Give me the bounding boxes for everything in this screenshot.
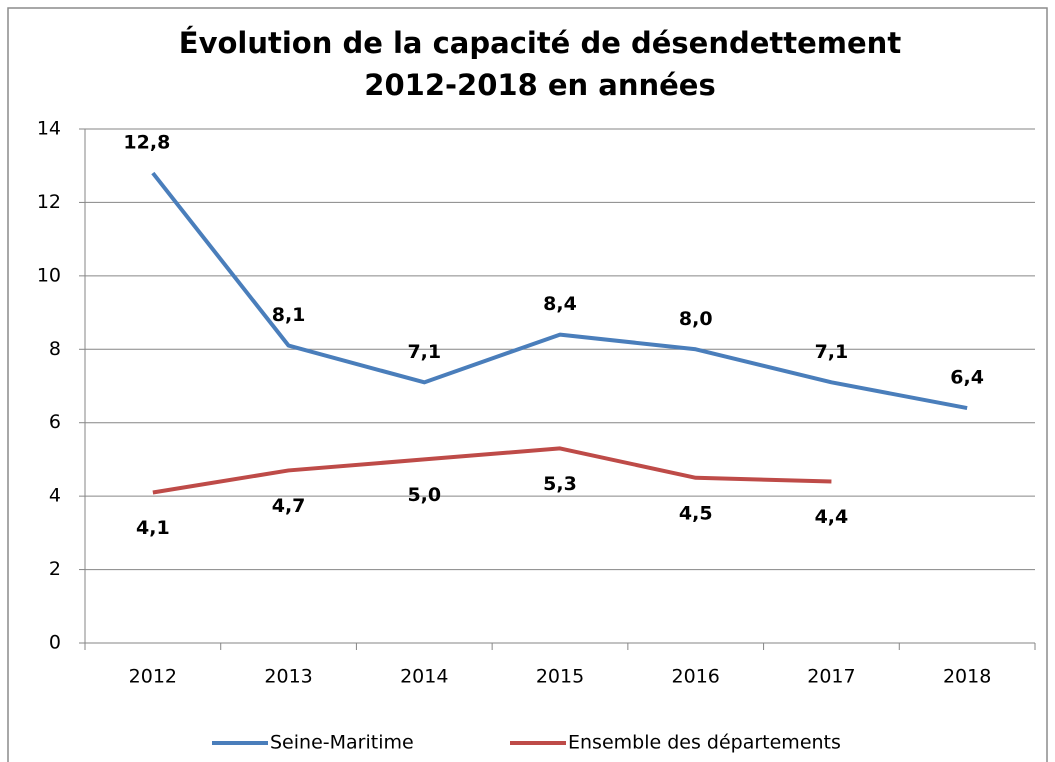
x-tick-label: 2016 — [672, 666, 720, 688]
y-tick-label: 2 — [49, 558, 61, 580]
y-tick-label: 8 — [49, 338, 61, 360]
y-tick-label: 12 — [37, 191, 61, 213]
data-label: 5,3 — [543, 473, 577, 495]
x-tick-label: 2012 — [129, 666, 177, 688]
data-label: 8,1 — [272, 304, 306, 326]
x-tick-label: 2014 — [400, 666, 448, 688]
x-tick-label: 2018 — [943, 666, 991, 688]
y-tick-label: 0 — [49, 632, 61, 654]
data-label: 8,0 — [679, 308, 713, 330]
chart-title: Évolution de la capacité de désendetteme… — [179, 26, 902, 60]
legend-label: Seine-Maritime — [270, 732, 414, 754]
data-label: 4,4 — [815, 506, 849, 528]
series-line — [152, 446, 832, 495]
legend-label: Ensemble des départements — [568, 732, 841, 754]
data-label: 4,7 — [272, 495, 306, 517]
y-tick-label: 4 — [49, 485, 61, 507]
data-label: 8,4 — [543, 293, 577, 315]
y-tick-label: 10 — [37, 264, 61, 286]
x-tick-label: 2017 — [807, 666, 855, 688]
data-label: 4,5 — [679, 502, 713, 524]
chart-title: 2012-2018 en années — [364, 68, 715, 102]
data-label: 5,0 — [407, 484, 441, 506]
data-label: 7,1 — [407, 341, 441, 363]
series-line — [151, 171, 968, 410]
y-tick-label: 6 — [49, 411, 61, 433]
data-label: 4,1 — [136, 517, 170, 539]
y-tick-label: 14 — [37, 118, 61, 140]
x-tick-label: 2013 — [264, 666, 312, 688]
data-label: 12,8 — [123, 132, 170, 154]
data-label: 7,1 — [815, 341, 849, 363]
x-tick-label: 2015 — [536, 666, 584, 688]
data-label: 6,4 — [950, 367, 984, 389]
chart-frame — [7, 7, 1048, 762]
